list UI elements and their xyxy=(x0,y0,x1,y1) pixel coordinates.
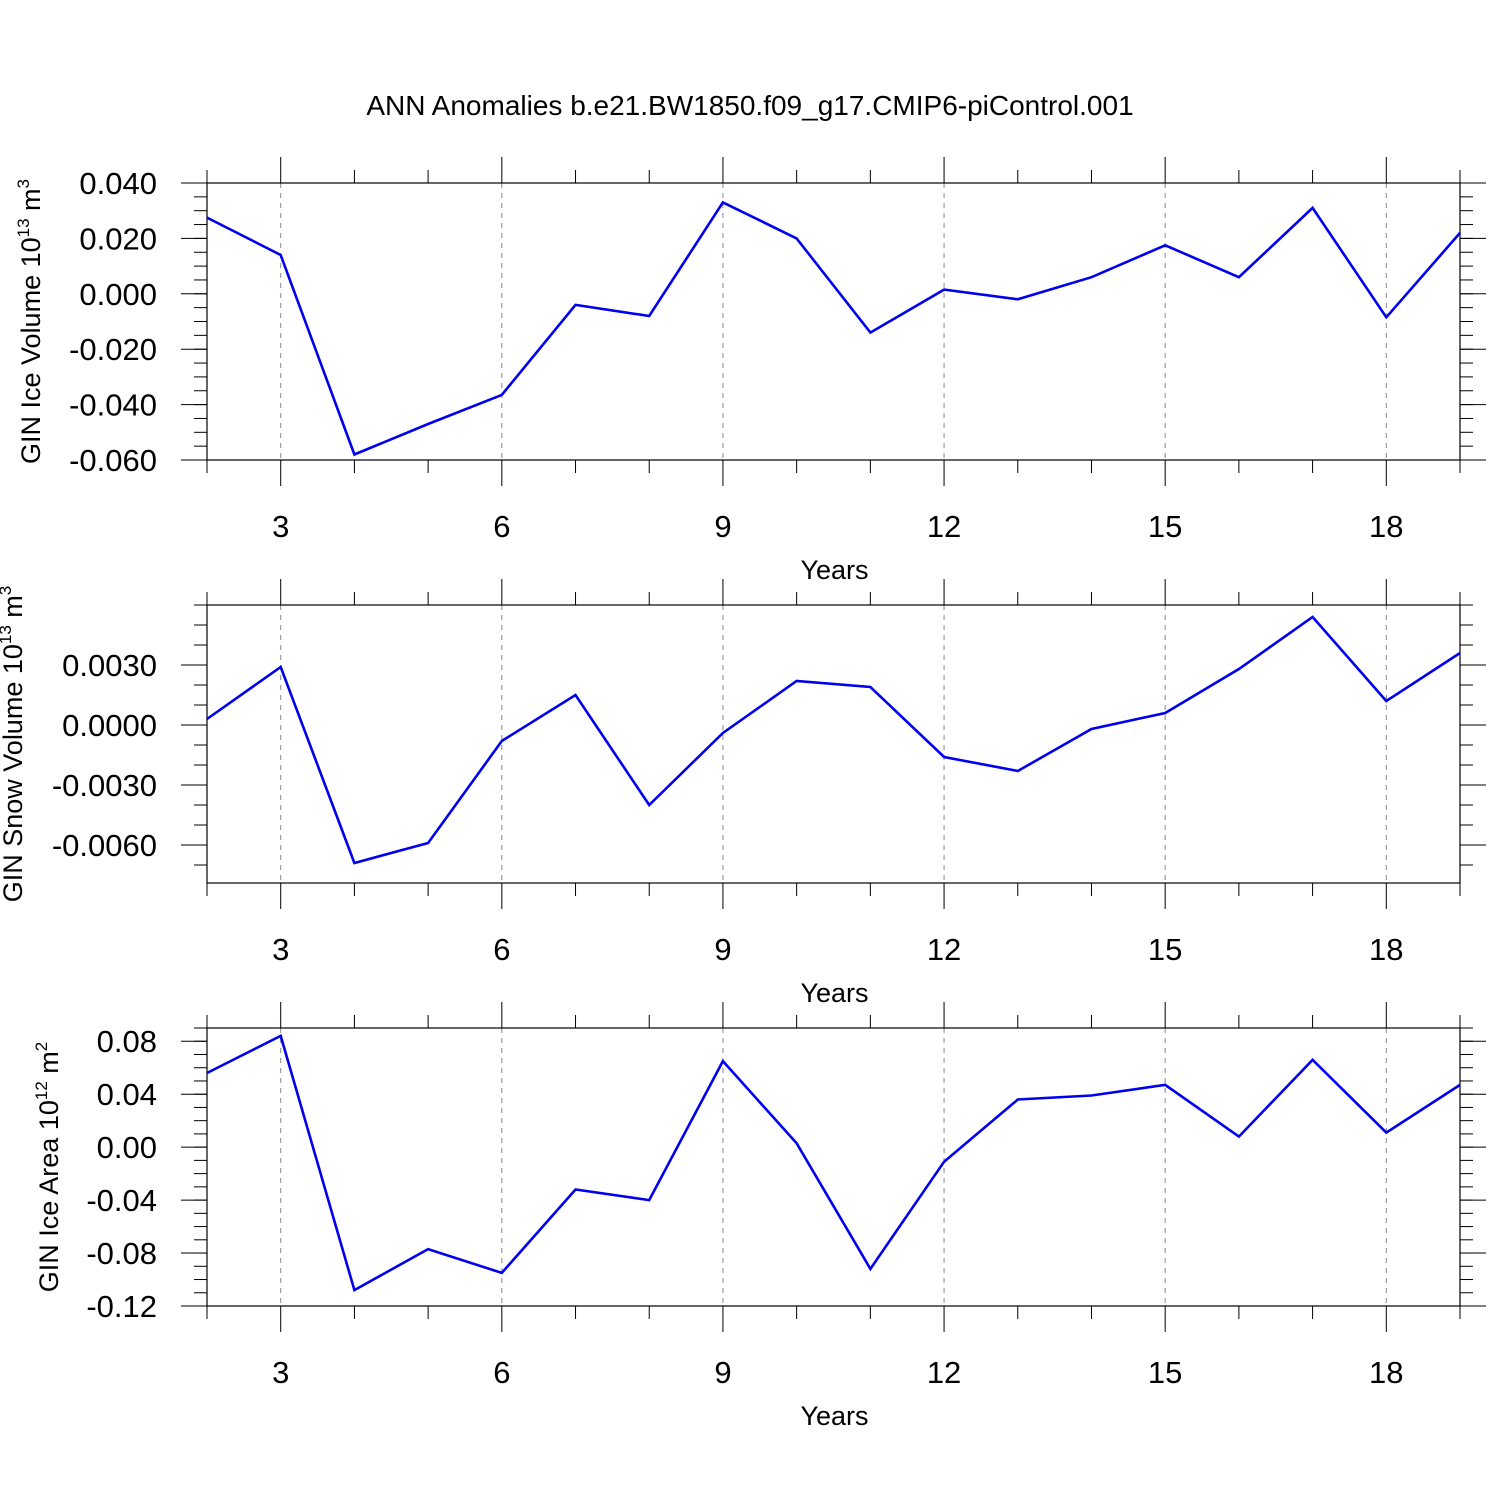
y-tick-label: -0.12 xyxy=(86,1289,157,1324)
chart-panel-3: -0.12 -0.08 -0.04 0.00 0.04 0.08 3 6 9 12 15 18 Year… xyxy=(32,1002,1486,1431)
y-tick-label: -0.0030 xyxy=(52,768,157,803)
y-axis-label-text: GIN Ice Volume 10 xyxy=(16,237,46,464)
y-axis-label-unit: m xyxy=(16,188,46,218)
y-axis-label-exponent: 13 xyxy=(0,625,15,644)
x-tick-label: 15 xyxy=(1148,932,1182,967)
y-tick-label: -0.08 xyxy=(86,1236,157,1271)
series-line xyxy=(206,1034,1461,1293)
y-axis-label-exponent: 12 xyxy=(32,1081,51,1100)
y-tick-label: 0.08 xyxy=(97,1024,157,1059)
y-axis-label-text: GIN Ice Area 10 xyxy=(34,1100,64,1292)
x-tick-label: 9 xyxy=(714,1355,731,1390)
y-tick-label: 0.020 xyxy=(79,221,157,256)
y-tick-label: 0.040 xyxy=(79,166,157,201)
x-tick-label: 6 xyxy=(493,932,510,967)
y-axis-label-unit-exponent: 3 xyxy=(0,586,15,595)
x-axis-label: Years xyxy=(800,1401,868,1431)
x-tick-label: 6 xyxy=(493,509,510,544)
x-axis-label: Years xyxy=(800,978,868,1008)
x-tick-label: 6 xyxy=(493,1355,510,1390)
x-tick-label: 18 xyxy=(1369,932,1403,967)
x-tick-label: 15 xyxy=(1148,1355,1182,1390)
chart-panel-2: -0.0060 -0.0030 0.0000 0.0030 3 6 9 12 15 18 Years… xyxy=(0,579,1486,1008)
x-tick-label: 12 xyxy=(927,509,961,544)
series-line xyxy=(206,615,1461,865)
x-axis-label: Years xyxy=(800,555,868,585)
y-axis-label: GIN Ice Volume 1013 m3 xyxy=(14,179,46,464)
y-tick-label: -0.020 xyxy=(69,332,157,367)
y-axis-label-unit-exponent: 3 xyxy=(14,179,33,188)
y-axis-label-unit: m xyxy=(0,595,28,625)
x-tick-label: 9 xyxy=(714,932,731,967)
x-tick-label: 9 xyxy=(714,509,731,544)
y-axis-label-unit-exponent: 2 xyxy=(32,1042,51,1051)
y-axis-label-unit: m xyxy=(34,1051,64,1081)
y-tick-label: 0.0000 xyxy=(62,708,157,743)
chart-panel-1: -0.060 -0.040 -0.020 0.000 0.020 0.040 3 6 9 12 15… xyxy=(14,157,1486,585)
y-tick-label: -0.0060 xyxy=(52,828,157,863)
plot-frame xyxy=(206,604,1461,884)
x-tick-label: 3 xyxy=(272,509,289,544)
y-tick-label: -0.060 xyxy=(69,443,157,478)
y-tick-label: -0.04 xyxy=(86,1183,157,1218)
x-tick-label: 12 xyxy=(927,932,961,967)
y-axis-label: GIN Ice Area 1012 m2 xyxy=(32,1042,64,1293)
y-tick-label: 0.000 xyxy=(79,277,157,312)
x-tick-label: 3 xyxy=(272,1355,289,1390)
y-axis-label-text: GIN Snow Volume 10 xyxy=(0,644,28,902)
x-tick-label: 12 xyxy=(927,1355,961,1390)
figure-title: ANN Anomalies b.e21.BW1850.f09_g17.CMIP6… xyxy=(366,90,1134,121)
plot-frame xyxy=(206,182,1461,461)
y-axis-label: GIN Snow Volume 1013 m3 xyxy=(0,586,28,903)
x-tick-label: 3 xyxy=(272,932,289,967)
y-tick-label: -0.040 xyxy=(69,388,157,423)
y-tick-label: 0.00 xyxy=(97,1130,157,1165)
y-tick-label: 0.04 xyxy=(97,1077,157,1112)
x-tick-label: 18 xyxy=(1369,1355,1403,1390)
x-tick-label: 18 xyxy=(1369,509,1403,544)
plot-frame xyxy=(206,1027,1461,1307)
y-tick-label: 0.0030 xyxy=(62,648,157,683)
y-axis-label-exponent: 13 xyxy=(14,218,33,237)
series-line xyxy=(206,200,1461,457)
x-tick-label: 15 xyxy=(1148,509,1182,544)
